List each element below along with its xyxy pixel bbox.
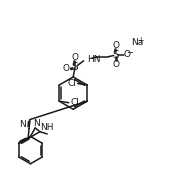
Text: N: N bbox=[19, 120, 26, 129]
Text: −: − bbox=[127, 48, 133, 57]
Text: +: + bbox=[137, 36, 144, 45]
Text: O: O bbox=[113, 41, 119, 50]
Text: O: O bbox=[72, 53, 79, 62]
Text: HN: HN bbox=[87, 55, 101, 64]
Text: S: S bbox=[113, 50, 119, 60]
Text: O: O bbox=[123, 50, 130, 59]
Text: Cl: Cl bbox=[70, 98, 79, 107]
Text: Cl: Cl bbox=[67, 79, 76, 88]
Text: N: N bbox=[33, 119, 40, 128]
Text: Na: Na bbox=[131, 38, 143, 47]
Text: S: S bbox=[72, 62, 78, 72]
Text: O: O bbox=[63, 64, 70, 74]
Text: O: O bbox=[113, 60, 119, 69]
Text: NH: NH bbox=[41, 124, 54, 132]
